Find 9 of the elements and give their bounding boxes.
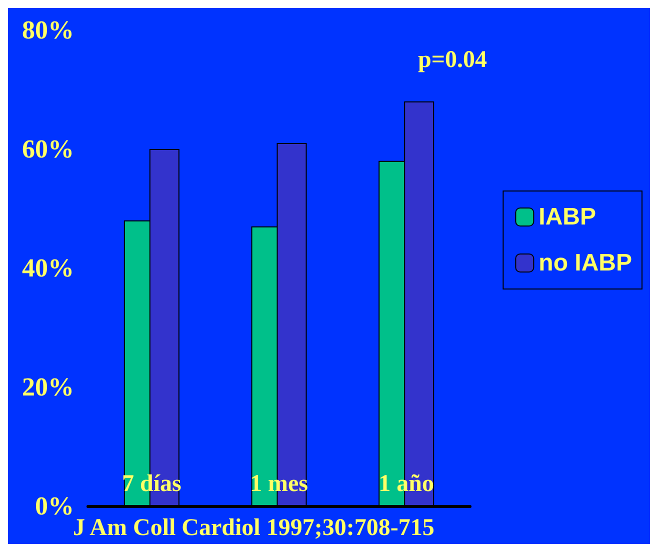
y-tick-label: 40% bbox=[22, 254, 74, 282]
legend-label: IABP bbox=[538, 204, 596, 230]
y-tick-label: 60% bbox=[22, 134, 74, 164]
y-tick-label: 80% bbox=[22, 16, 74, 44]
legend-label: no IABP bbox=[538, 250, 632, 276]
y-tick-label: 20% bbox=[22, 372, 74, 402]
annotation: p=0.04 bbox=[418, 47, 488, 73]
y-tick-label: 0% bbox=[35, 492, 74, 520]
text: J Am Coll Cardiol 1997;30:708-715 bbox=[73, 515, 434, 541]
